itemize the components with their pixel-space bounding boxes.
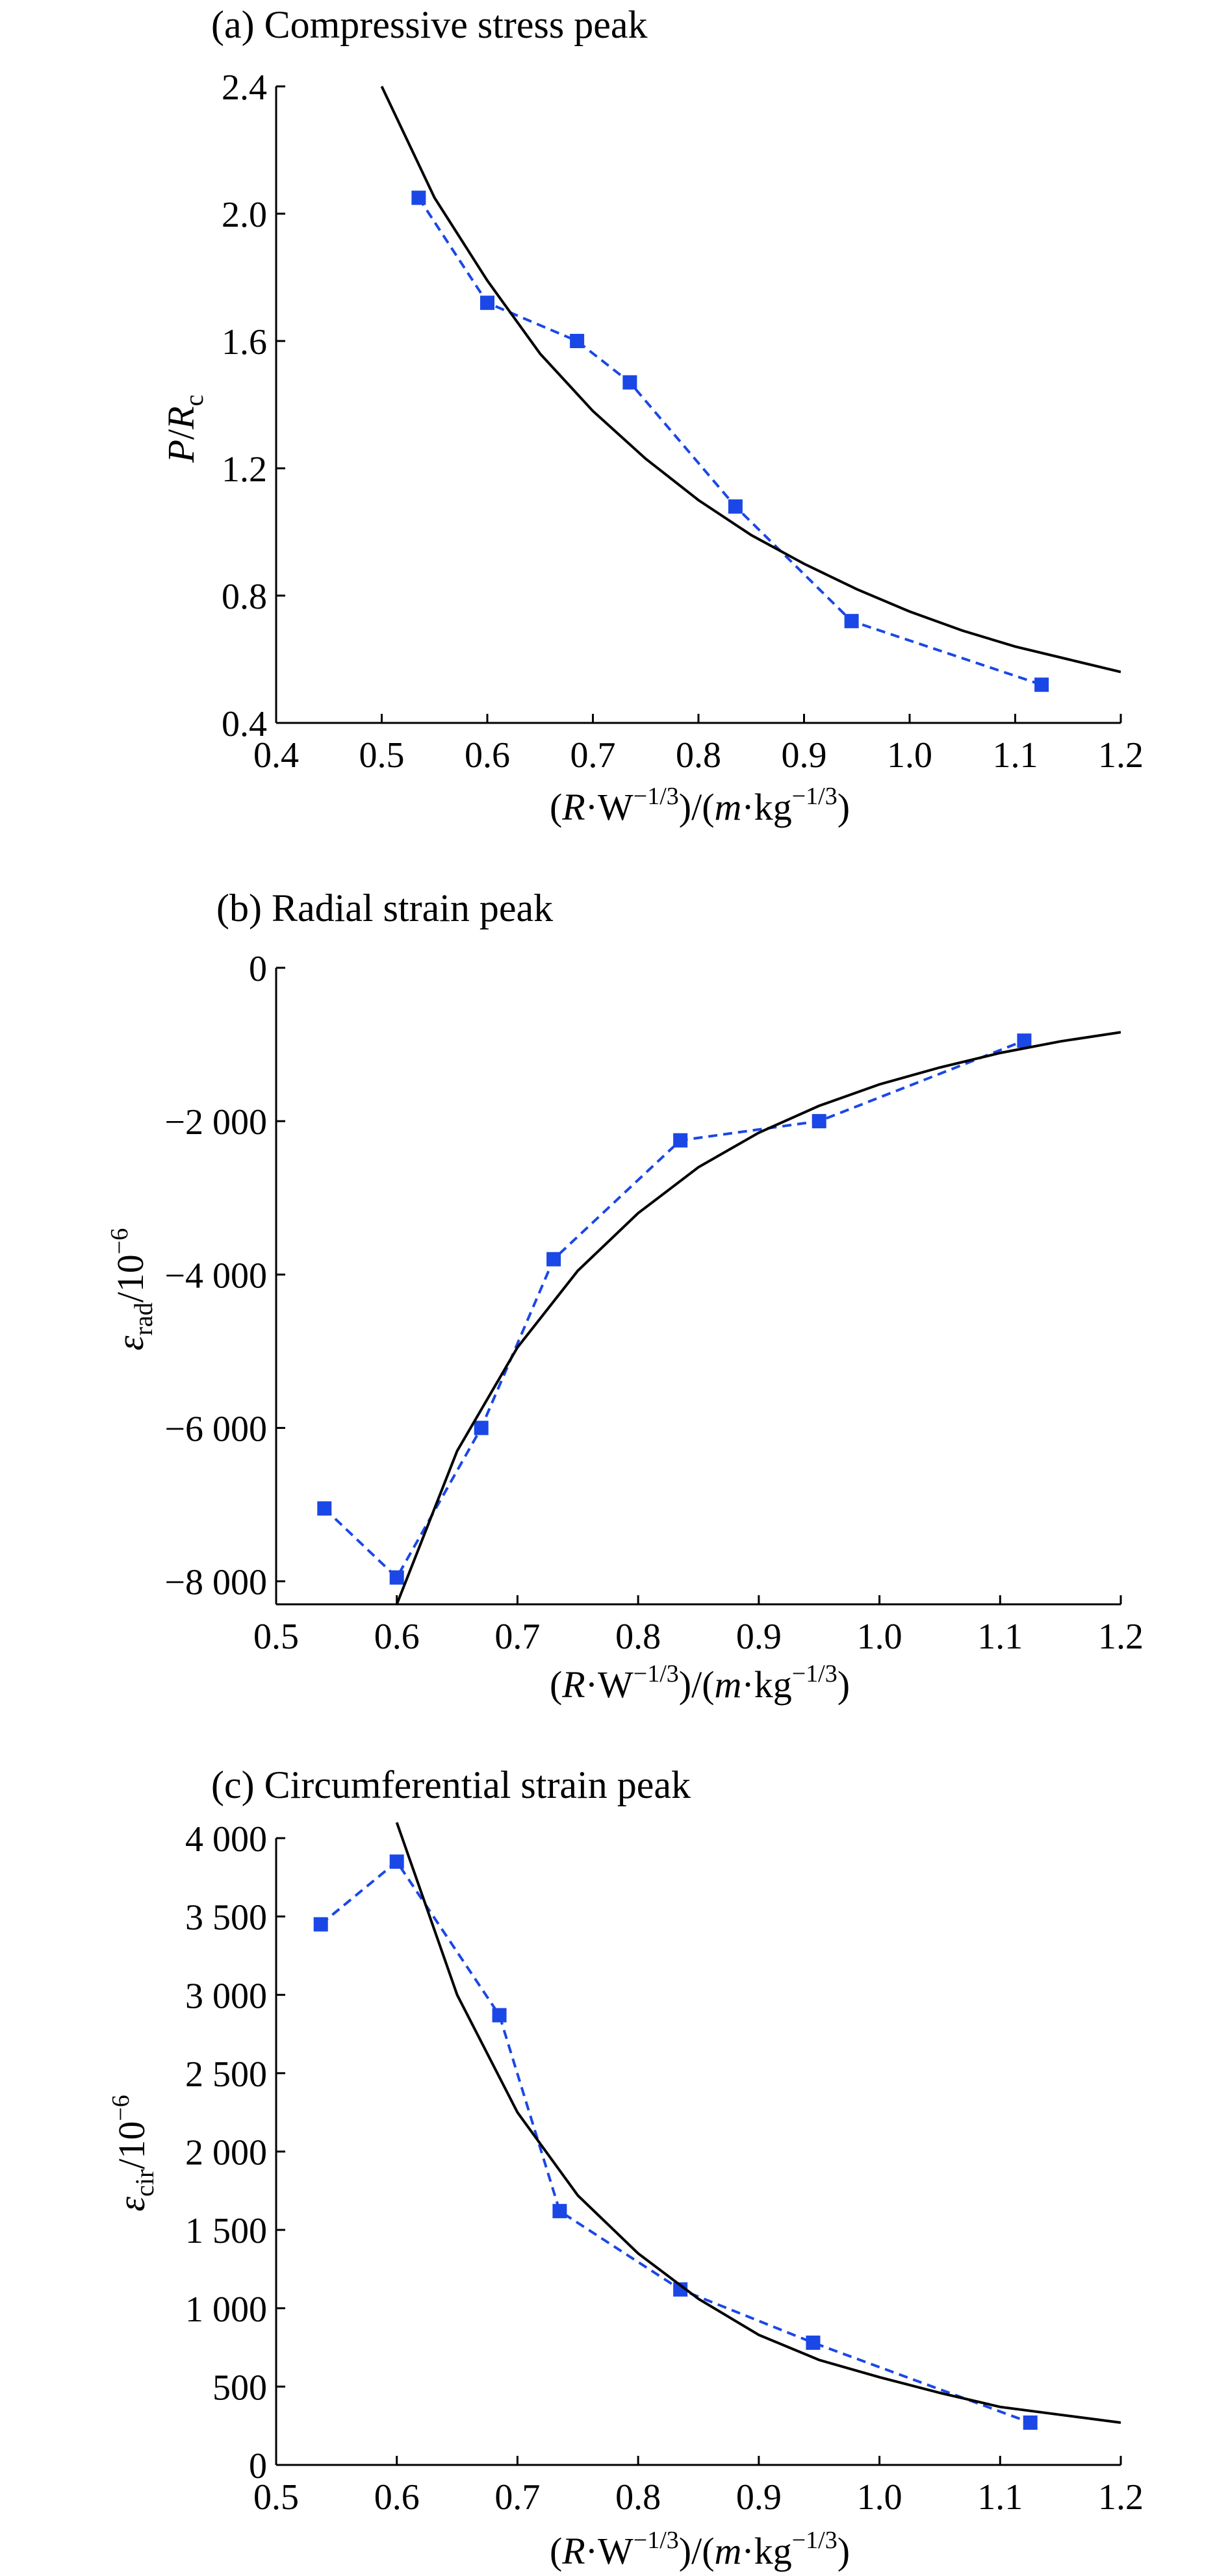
panel-a-data-point bbox=[844, 614, 859, 629]
panel-b-data-point bbox=[474, 1421, 489, 1435]
panel-c-x-tick-label: 0.8 bbox=[615, 2477, 661, 2518]
panel-b-data-point bbox=[317, 1501, 332, 1516]
panel-c-y-tick-label: 1 000 bbox=[185, 2290, 267, 2330]
panel-a-x-tick-label: 0.6 bbox=[465, 735, 510, 776]
panel-c-x-tick-label: 1.0 bbox=[857, 2477, 902, 2518]
panel-b-y-tick-label: −2 000 bbox=[164, 1102, 267, 1143]
panel-c-title: (c) Circumferential strain peak bbox=[211, 1763, 691, 1806]
panel-b-measured-line bbox=[323, 1039, 1025, 1580]
panel-b-x-tick-label: 0.5 bbox=[253, 1617, 299, 1657]
panel-b: (b) Radial strain peak εrad/10−6 (R·W−1/… bbox=[106, 887, 1144, 1706]
panel-c-data-point bbox=[1023, 2415, 1038, 2430]
panel-c-x-tick-label: 0.9 bbox=[736, 2477, 782, 2518]
panel-b-x-tick-label: 1.2 bbox=[1098, 1617, 1144, 1657]
panel-a-measured-line bbox=[417, 197, 1042, 687]
panel-c-data-point bbox=[389, 1854, 404, 1869]
panel-a-data-point bbox=[1034, 677, 1049, 692]
panel-a-x-tick-label: 0.8 bbox=[676, 735, 721, 776]
panel-c-data-point bbox=[673, 2282, 688, 2297]
svg-text:εrad/10−6: εrad/10−6 bbox=[106, 1228, 158, 1351]
panel-a-y-tick-label: 0.4 bbox=[222, 704, 267, 744]
panel-c-y-tick-label: 2 500 bbox=[185, 2054, 267, 2095]
panel-c-x-tick-label: 0.6 bbox=[374, 2477, 420, 2518]
panel-a-data-point bbox=[411, 190, 426, 205]
panel-a-x-tick-label: 0.4 bbox=[253, 735, 299, 776]
panel-c-plot-area: 0.5 0.6 0.7 0.8 0.9 1.0 1.1 1.2 0 500 1 000 1 500 2 … bbox=[185, 1819, 1144, 2518]
panel-b-fit-curve bbox=[395, 1031, 1121, 1604]
panel-b-data-point bbox=[812, 1114, 826, 1129]
panel-a-x-tick-label: 1.2 bbox=[1098, 735, 1144, 776]
panel-b-x-tick-label: 0.7 bbox=[494, 1617, 540, 1657]
panel-a-y-tick-label: 2.4 bbox=[222, 68, 267, 108]
panel-c-y-tick-label: 4 000 bbox=[185, 1819, 267, 1860]
panel-b-x-tick-label: 0.6 bbox=[374, 1617, 420, 1657]
panel-b-y-tick-label: −4 000 bbox=[164, 1256, 267, 1296]
panel-b-ylabel: εrad/10−6 bbox=[106, 1228, 158, 1351]
panel-c-y-tick-label: 500 bbox=[212, 2368, 267, 2408]
panel-c-x-tick-label: 0.7 bbox=[494, 2477, 540, 2518]
panel-a-x-tick-label: 0.9 bbox=[782, 735, 827, 776]
panel-a-x-tick-label: 1.0 bbox=[887, 735, 932, 776]
panel-c-y-tick-label: 3 000 bbox=[185, 1976, 267, 2016]
panel-c-data-point bbox=[552, 2204, 567, 2219]
panel-a-y-tick-label: 2.0 bbox=[222, 195, 267, 235]
panel-b-x-tick-label: 1.1 bbox=[977, 1617, 1023, 1657]
panel-a-xlabel: (R·W−1/3)/(m·kg−1/3) bbox=[550, 783, 850, 828]
panel-b-data-point bbox=[1017, 1033, 1032, 1048]
panel-a-title: (a) Compressive stress peak bbox=[211, 3, 647, 46]
panel-b-plot-area: 0.5 0.6 0.7 0.8 0.9 1.0 1.1 1.2 −8 000 −6 000 −4 0… bbox=[164, 949, 1144, 1657]
panel-b-title: (b) Radial strain peak bbox=[216, 887, 553, 929]
panel-a: (a) Compressive stress peak P/Rc (R·W−1/… bbox=[160, 3, 1144, 828]
panel-b-data-point bbox=[389, 1570, 404, 1585]
panel-a-plot-area: 0.4 0.5 0.6 0.7 0.8 0.9 1.0 1.1 1.2 0.4 0.8 1.2 1.6 2… bbox=[222, 68, 1144, 776]
panel-a-fit-curve bbox=[380, 86, 1121, 674]
panel-c-y-tick-label: 3 500 bbox=[185, 1898, 267, 1938]
panel-a-y-tick-label: 1.2 bbox=[222, 449, 267, 490]
panel-c-y-tick-label: 1 500 bbox=[185, 2211, 267, 2251]
panel-a-ylabel: P/Rc bbox=[160, 395, 209, 464]
panel-c-y-tick-label: 0 bbox=[249, 2446, 267, 2486]
panel-c-fit-curve bbox=[395, 1822, 1121, 2424]
panel-a-data-point bbox=[622, 375, 637, 390]
panel-b-y-tick-label: 0 bbox=[249, 949, 267, 989]
panel-a-data-point bbox=[570, 334, 585, 348]
panel-b-data-point bbox=[673, 1133, 688, 1148]
panel-a-x-tick-label: 0.7 bbox=[570, 735, 616, 776]
panel-c-ylabel: εcir/10−6 bbox=[107, 2095, 159, 2212]
panel-a-data-point bbox=[480, 296, 494, 310]
panel-a-x-tick-label: 1.1 bbox=[993, 735, 1038, 776]
svg-text:P/Rc: P/Rc bbox=[160, 395, 209, 464]
panel-c-data-point bbox=[492, 2008, 507, 2023]
panel-b-x-tick-label: 0.8 bbox=[615, 1617, 661, 1657]
panel-c-y-tick-label: 2 000 bbox=[185, 2133, 267, 2173]
panel-a-y-tick-label: 1.6 bbox=[222, 322, 267, 362]
panel-c-measured-line bbox=[320, 1860, 1031, 2424]
svg-text:εcir/10−6: εcir/10−6 bbox=[107, 2095, 159, 2212]
panel-b-xlabel: (R·W−1/3)/(m·kg−1/3) bbox=[550, 1660, 850, 1706]
panel-b-y-tick-label: −6 000 bbox=[164, 1409, 267, 1449]
panel-c-data-point bbox=[806, 2335, 821, 2350]
panel-b-x-tick-label: 0.9 bbox=[736, 1617, 782, 1657]
panel-a-y-tick-label: 0.8 bbox=[222, 577, 267, 617]
panel-b-x-tick-label: 1.0 bbox=[857, 1617, 902, 1657]
panel-c-xlabel: (R·W−1/3)/(m·kg−1/3) bbox=[550, 2527, 850, 2572]
panel-b-y-tick-label: −8 000 bbox=[164, 1563, 267, 1603]
panel-c-x-tick-label: 0.5 bbox=[253, 2477, 299, 2518]
panel-c-data-point bbox=[313, 1917, 328, 1932]
panel-a-data-point bbox=[728, 499, 743, 514]
panel-b-data-point bbox=[546, 1252, 561, 1267]
panel-a-x-tick-label: 0.5 bbox=[359, 735, 405, 776]
panel-c: (c) Circumferential strain peak εcir/10−… bbox=[107, 1763, 1144, 2572]
panel-c-x-tick-label: 1.2 bbox=[1098, 2477, 1144, 2518]
panel-c-x-tick-label: 1.1 bbox=[977, 2477, 1023, 2518]
